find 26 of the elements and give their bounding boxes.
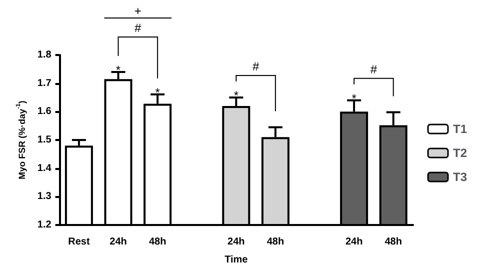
y-tick-label: 1.7 [37,78,52,89]
y-tick-label: 1.4 [37,162,52,174]
annotation: * [352,91,357,106]
annotation: * [116,63,121,77]
y-tick-label: 1.5 [37,134,52,146]
text: # [134,21,142,35]
x-tick-label: 24h [228,236,245,248]
y-tick-label: 1.6 [37,106,52,118]
x-tick-label: 24h [345,236,363,248]
legend-label: T2 [452,146,468,160]
annotation: # [370,62,378,76]
x-tick-label: 48h [384,236,402,248]
y-tick-label: 1.3 [37,191,52,202]
annotation: * [234,88,239,102]
annotation: # [252,60,260,74]
x-tick-label: 48h [266,236,284,248]
x-axis-title: Time [224,254,248,266]
x-tick-label: 24h [110,236,127,248]
text: + [134,4,142,18]
x-tick-label: 48h [148,236,166,248]
legend-label: T3 [452,170,468,184]
annotation: * [155,85,160,100]
legend-label: T1 [452,122,468,136]
y-tick-label: 1.2 [37,220,52,230]
x-tick-label: Rest [68,236,90,248]
y-tick-label: 1.8 [37,50,52,60]
